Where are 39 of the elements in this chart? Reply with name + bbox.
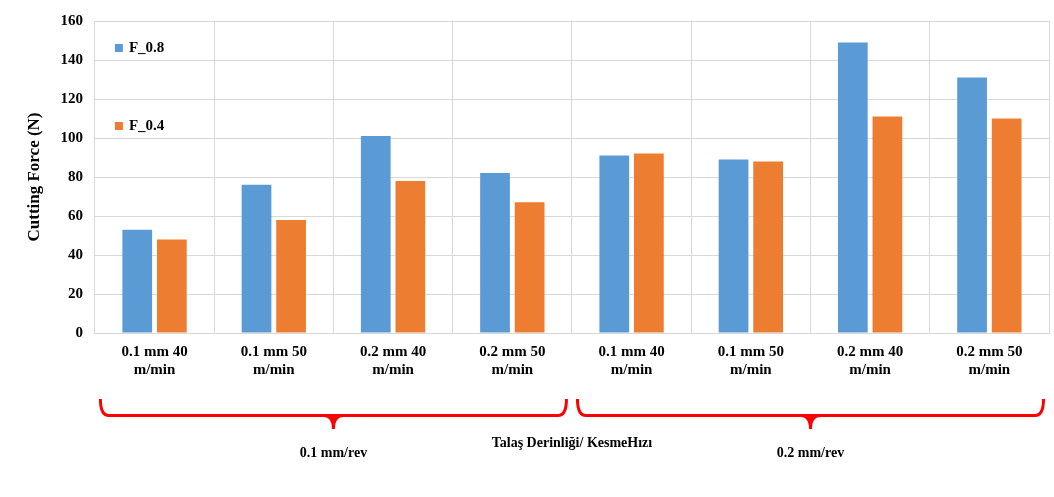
y-tick-label: 40 — [67, 245, 83, 262]
y-tick-label: 80 — [67, 167, 83, 184]
text: 0.1 mm/rev — [299, 444, 368, 460]
bar — [634, 153, 664, 333]
x-axis-title: Talaş Derinliği/ KesmeHızı — [491, 434, 653, 450]
bar — [872, 116, 903, 333]
bar — [957, 77, 987, 333]
y-tick-label: 140 — [60, 50, 83, 67]
y-tick-label: 0 — [75, 323, 83, 340]
y-tick-label: 100 — [60, 128, 83, 145]
x-tick-label: 0.1 mm 50 m/min — [240, 342, 307, 377]
y-tick-label: 20 — [67, 284, 83, 301]
bar — [991, 118, 1022, 333]
bar — [480, 173, 510, 333]
x-tick-label: 0.1 mm 40 m/min — [121, 342, 188, 377]
y-tick-label: 160 — [60, 11, 83, 28]
bar — [156, 239, 187, 333]
x-tick-label: 0.2 mm 50 m/min — [479, 342, 546, 377]
bar — [122, 229, 153, 333]
x-tick-label: 0.2 mm 50 m/min — [956, 342, 1023, 377]
x-tick-label: 0.1 mm 40 m/min — [598, 342, 665, 377]
bar — [837, 42, 868, 333]
text: 0.2 mm/rev — [776, 444, 845, 460]
bar — [718, 159, 749, 333]
x-tick-label: 0.1 mm 50 m/min — [717, 342, 784, 377]
y-tick-label: 60 — [67, 206, 83, 223]
legend-label: F_0.8 — [128, 38, 165, 55]
y-tick-label: 120 — [60, 89, 83, 106]
bar — [599, 155, 630, 333]
x-tick-label: 0.2 mm 40 m/min — [836, 342, 904, 377]
bar — [276, 219, 306, 333]
bar — [753, 161, 784, 333]
bar — [360, 136, 391, 333]
legend-label: F_0.4 — [128, 116, 165, 133]
x-tick-label: 0.2 mm 40 m/min — [359, 342, 427, 377]
bar — [395, 180, 426, 333]
bar — [514, 202, 545, 333]
bar — [241, 184, 272, 333]
y-axis-title: Cutting Force (N) — [23, 112, 43, 242]
